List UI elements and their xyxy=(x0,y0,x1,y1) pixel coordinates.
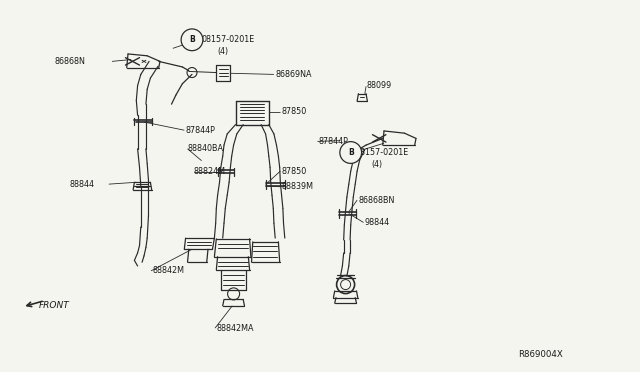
Text: 86869NA: 86869NA xyxy=(275,70,312,79)
Text: (4): (4) xyxy=(218,47,228,56)
Text: FRONT: FRONT xyxy=(38,301,69,310)
Circle shape xyxy=(181,29,203,51)
Text: 88844: 88844 xyxy=(69,180,94,189)
Text: 88824M: 88824M xyxy=(194,167,226,176)
Text: 88099: 88099 xyxy=(366,81,391,90)
Text: 87844P: 87844P xyxy=(319,137,349,146)
Text: 86868BN: 86868BN xyxy=(358,196,395,205)
Text: (4): (4) xyxy=(371,160,382,169)
Text: 08157-0201E: 08157-0201E xyxy=(202,35,255,44)
Text: B: B xyxy=(348,148,353,157)
Text: 98844: 98844 xyxy=(365,218,390,227)
Text: 87844P: 87844P xyxy=(186,126,216,135)
Text: 08157-0201E: 08157-0201E xyxy=(355,148,408,157)
Text: R869004X: R869004X xyxy=(518,350,563,359)
Text: 87850: 87850 xyxy=(282,167,307,176)
Text: 88842M: 88842M xyxy=(152,266,184,275)
Text: 88842MA: 88842MA xyxy=(216,324,254,333)
Text: 88840BA: 88840BA xyxy=(188,144,223,153)
Text: 87850: 87850 xyxy=(282,107,307,116)
Text: 86868N: 86868N xyxy=(54,57,85,66)
Text: B: B xyxy=(189,35,195,44)
Circle shape xyxy=(340,142,362,163)
Text: 88839M: 88839M xyxy=(282,182,314,191)
